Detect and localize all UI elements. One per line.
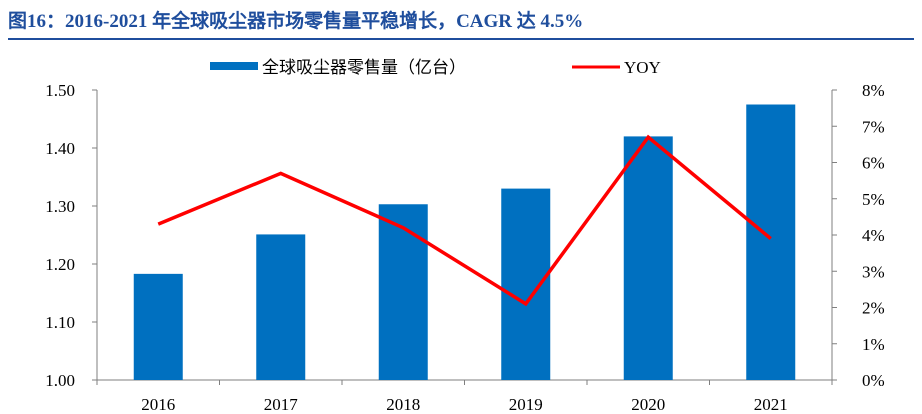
x-tick-label: 2016: [141, 395, 175, 414]
left-tick-label: 1.00: [45, 371, 75, 390]
bar-2018: [378, 204, 428, 380]
left-tick-label: 1.10: [45, 313, 75, 332]
x-tick-label: 2021: [754, 395, 788, 414]
bar-2016: [133, 273, 183, 380]
x-tick-label: 2018: [386, 395, 420, 414]
right-tick-label: 5%: [862, 190, 885, 209]
yoy-line: [157, 134, 772, 307]
left-tick-label: 1.30: [45, 197, 75, 216]
right-tick-label: 0%: [862, 371, 885, 390]
x-tick-label: 2020: [631, 395, 665, 414]
x-tick-label: 2017: [264, 395, 299, 414]
right-tick-label: 2%: [862, 299, 885, 318]
left-tick-label: 1.40: [45, 139, 75, 158]
left-tick-label: 1.50: [45, 81, 75, 100]
legend: 全球吸尘器零售量（亿台） YOY: [210, 58, 661, 77]
right-tick-label: 4%: [862, 226, 885, 245]
title-underline: [8, 38, 914, 40]
x-tick-label: 2019: [509, 395, 543, 414]
right-tick-label: 8%: [862, 81, 885, 100]
plot-area: 1.00 1.10 1.20 1.30 1.40 1.50 0% 1% 2% 3% 4% 5% 6% 7%…: [45, 81, 884, 414]
legend-line-label: YOY: [624, 58, 661, 77]
bar-2020: [623, 136, 673, 380]
right-tick-label: 6%: [862, 154, 885, 173]
bar-2019: [501, 188, 551, 380]
right-tick-label: 1%: [862, 335, 885, 354]
right-tick-label: 3%: [862, 262, 885, 281]
right-tick-label: 7%: [862, 117, 885, 136]
left-tick-label: 1.20: [45, 255, 75, 274]
bar-2017: [256, 234, 306, 380]
legend-bar-label: 全球吸尘器零售量（亿台）: [262, 58, 466, 77]
bar-2021: [746, 104, 796, 380]
legend-bar-swatch: [210, 62, 258, 70]
chart-title: 图16：2016-2021 年全球吸尘器市场零售量平稳增长，CAGR 达 4.5…: [8, 11, 584, 32]
